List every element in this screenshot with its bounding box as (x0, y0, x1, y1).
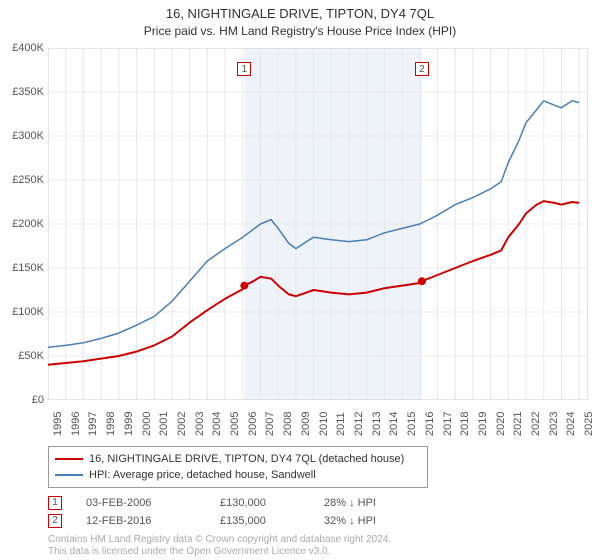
legend-swatch (55, 474, 83, 476)
x-tick-label: 1999 (123, 412, 135, 436)
x-tick-label: 2000 (141, 412, 153, 436)
sale-marker-icon: 2 (48, 514, 62, 528)
x-tick-label: 2018 (459, 412, 471, 436)
y-tick-label: £150K (12, 262, 44, 274)
chart-svg (48, 48, 588, 400)
legend-label: HPI: Average price, detached house, Sand… (89, 467, 316, 483)
x-tick-label: 2011 (335, 412, 347, 436)
x-tick-label: 2005 (229, 412, 241, 436)
x-tick-label: 2020 (495, 412, 507, 436)
x-tick-label: 2015 (406, 412, 418, 436)
sale-marker-icon: 1 (48, 496, 62, 510)
credit-line-1: Contains HM Land Registry data © Crown c… (48, 534, 391, 546)
legend-item-hpi: HPI: Average price, detached house, Sand… (55, 467, 421, 483)
x-tick-label: 1995 (52, 412, 64, 436)
x-tick-label: 2012 (353, 412, 365, 436)
x-tick-label: 1997 (87, 412, 99, 436)
sale-row: 2 12-FEB-2016 £135,000 32% ↓ HPI (48, 512, 414, 530)
x-tick-label: 2009 (300, 412, 312, 436)
x-tick-label: 2007 (264, 412, 276, 436)
x-tick-label: 2019 (477, 412, 489, 436)
x-tick-label: 2010 (318, 412, 330, 436)
sale-price: £130,000 (220, 494, 300, 512)
sale-marker-icon: 2 (415, 62, 429, 76)
x-tick-label: 2001 (158, 412, 170, 436)
x-tick-label: 2016 (424, 412, 436, 436)
x-tick-label: 2022 (530, 412, 542, 436)
sale-hpi-delta: 28% ↓ HPI (324, 494, 414, 512)
sale-date: 12-FEB-2016 (86, 512, 196, 530)
x-tick-label: 2014 (388, 412, 400, 436)
x-tick-label: 2002 (176, 412, 188, 436)
x-tick-label: 2008 (282, 412, 294, 436)
x-tick-label: 2025 (583, 412, 595, 436)
chart-subtitle: Price paid vs. HM Land Registry's House … (0, 24, 600, 38)
y-tick-label: £350K (12, 86, 44, 98)
legend-swatch (55, 458, 83, 460)
x-axis-ticks: 1995 1996 1997 1998 1999 2000 2001 2002 2003 2004… (48, 404, 588, 444)
sale-date: 03-FEB-2006 (86, 494, 196, 512)
legend: 16, NIGHTINGALE DRIVE, TIPTON, DY4 7QL (… (48, 446, 428, 488)
x-tick-label: 1998 (105, 412, 117, 436)
y-tick-label: £300K (12, 130, 44, 142)
credit-line-2: This data is licensed under the Open Gov… (48, 546, 391, 558)
legend-label: 16, NIGHTINGALE DRIVE, TIPTON, DY4 7QL (… (89, 451, 404, 467)
x-tick-label: 2004 (211, 412, 223, 436)
sale-row: 1 03-FEB-2006 £130,000 28% ↓ HPI (48, 494, 414, 512)
y-tick-label: £100K (12, 306, 44, 318)
sale-hpi-delta: 32% ↓ HPI (324, 512, 414, 530)
plot-area: 12 (48, 48, 588, 400)
x-tick-label: 2021 (512, 412, 524, 436)
x-tick-label: 2013 (371, 412, 383, 436)
y-tick-label: £200K (12, 218, 44, 230)
credit: Contains HM Land Registry data © Crown c… (48, 534, 391, 558)
sales-table: 1 03-FEB-2006 £130,000 28% ↓ HPI 2 12-FE… (48, 494, 414, 530)
sale-price: £135,000 (220, 512, 300, 530)
x-tick-label: 2006 (247, 412, 259, 436)
y-tick-label: £250K (12, 174, 44, 186)
y-tick-label: £50K (18, 350, 44, 362)
y-tick-label: £0 (32, 394, 44, 406)
x-tick-label: 2024 (565, 412, 577, 436)
x-tick-label: 2023 (548, 412, 560, 436)
x-tick-label: 2017 (442, 412, 454, 436)
legend-item-price-paid: 16, NIGHTINGALE DRIVE, TIPTON, DY4 7QL (… (55, 451, 421, 467)
sale-marker-icon: 1 (237, 62, 251, 76)
y-tick-label: £400K (12, 42, 44, 54)
x-tick-label: 1996 (70, 412, 82, 436)
chart-title: 16, NIGHTINGALE DRIVE, TIPTON, DY4 7QL (0, 6, 600, 21)
x-tick-label: 2003 (194, 412, 206, 436)
